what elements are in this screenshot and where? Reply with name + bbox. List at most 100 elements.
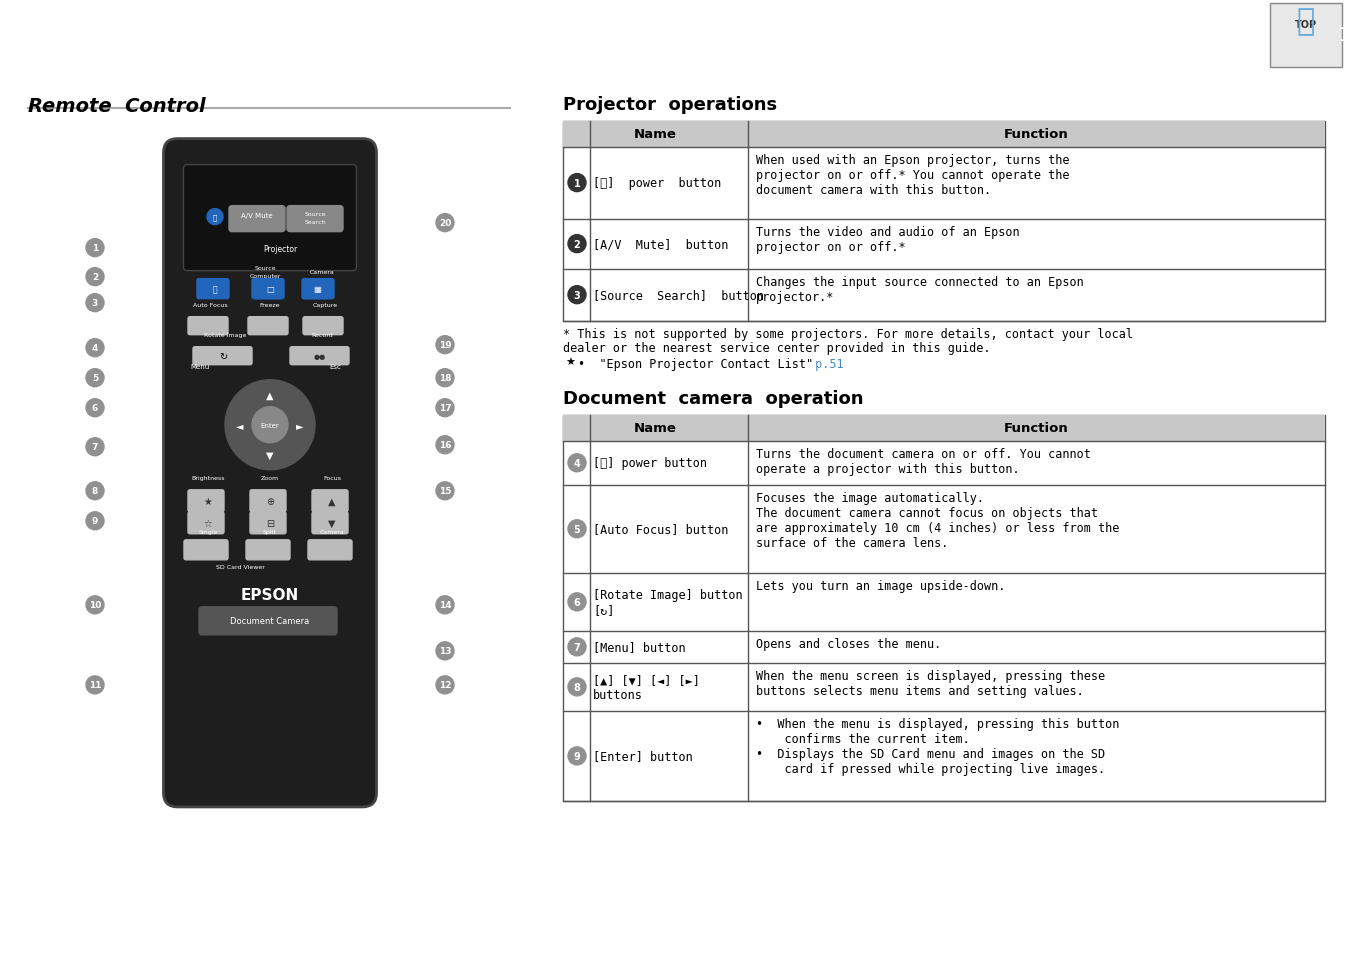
Circle shape bbox=[568, 679, 586, 696]
Text: Remote Control Buttons: Remote Control Buttons bbox=[28, 22, 405, 50]
Text: 14: 14 bbox=[439, 600, 451, 610]
Text: [Auto Focus] button: [Auto Focus] button bbox=[593, 523, 729, 536]
Text: 2: 2 bbox=[92, 273, 99, 282]
Text: 19: 19 bbox=[439, 341, 451, 350]
Text: 11: 11 bbox=[89, 680, 101, 690]
Circle shape bbox=[436, 597, 454, 614]
Text: Rotate Image: Rotate Image bbox=[204, 333, 246, 337]
Text: EPSON: EPSON bbox=[240, 588, 300, 602]
FancyBboxPatch shape bbox=[188, 513, 224, 535]
Circle shape bbox=[86, 370, 104, 387]
Circle shape bbox=[568, 593, 586, 611]
Circle shape bbox=[436, 676, 454, 694]
Text: [▲] [▼] [◄] [►]
buttons: [▲] [▼] [◄] [►] buttons bbox=[593, 673, 699, 701]
Text: Split: Split bbox=[263, 529, 277, 535]
Text: ↻: ↻ bbox=[219, 352, 227, 361]
Text: •  When the menu is displayed, pressing this button
    confirms the current ite: • When the menu is displayed, pressing t… bbox=[756, 717, 1119, 775]
Text: ★: ★ bbox=[566, 357, 575, 367]
Text: Freeze: Freeze bbox=[259, 302, 281, 308]
FancyBboxPatch shape bbox=[193, 347, 252, 365]
Circle shape bbox=[86, 438, 104, 456]
Circle shape bbox=[568, 747, 586, 765]
Text: Projector  operations: Projector operations bbox=[563, 95, 778, 113]
Text: ⏻: ⏻ bbox=[213, 214, 217, 221]
Text: 9: 9 bbox=[574, 751, 580, 761]
Bar bbox=[563, 121, 1324, 321]
Text: Record: Record bbox=[310, 333, 333, 337]
Text: 8: 8 bbox=[574, 682, 580, 692]
Text: Lets you turn an image upside-down.: Lets you turn an image upside-down. bbox=[756, 579, 1006, 592]
Text: ▲: ▲ bbox=[266, 391, 274, 400]
Text: Single: Single bbox=[198, 529, 217, 535]
Text: Enter: Enter bbox=[261, 422, 279, 428]
Text: 1: 1 bbox=[574, 178, 580, 189]
Text: ▼: ▼ bbox=[328, 518, 336, 528]
Bar bbox=[563, 416, 1324, 801]
Text: ◄: ◄ bbox=[236, 420, 244, 430]
Text: 7: 7 bbox=[574, 642, 580, 652]
FancyBboxPatch shape bbox=[188, 317, 228, 335]
Text: 17: 17 bbox=[439, 404, 451, 413]
Text: ⏻: ⏻ bbox=[213, 285, 217, 294]
Text: dealer or the nearest service center provided in this guide.: dealer or the nearest service center pro… bbox=[563, 341, 991, 355]
Text: [A/V  Mute]  button: [A/V Mute] button bbox=[593, 238, 729, 251]
Text: 6: 6 bbox=[574, 598, 580, 607]
Bar bbox=[563, 416, 1324, 441]
Text: Turns the document camera on or off. You cannot
operate a projector with this bu: Turns the document camera on or off. You… bbox=[756, 447, 1091, 476]
Text: ★: ★ bbox=[204, 497, 212, 506]
FancyBboxPatch shape bbox=[254, 279, 282, 299]
Text: When used with an Epson projector, turns the
projector on or off.* You cannot op: When used with an Epson projector, turns… bbox=[756, 153, 1069, 196]
Circle shape bbox=[568, 639, 586, 657]
Circle shape bbox=[225, 380, 315, 470]
FancyBboxPatch shape bbox=[312, 490, 348, 513]
FancyBboxPatch shape bbox=[197, 279, 230, 299]
Text: 5: 5 bbox=[92, 374, 99, 383]
Text: ►: ► bbox=[296, 420, 304, 430]
Text: Menu: Menu bbox=[190, 363, 209, 370]
Text: Esc: Esc bbox=[329, 363, 342, 370]
Text: [Source  Search]  button: [Source Search] button bbox=[593, 289, 764, 302]
Text: SD Card Viewer: SD Card Viewer bbox=[216, 564, 265, 569]
FancyBboxPatch shape bbox=[250, 513, 286, 535]
Text: 15: 15 bbox=[1338, 27, 1350, 45]
Text: 4: 4 bbox=[574, 458, 580, 468]
Circle shape bbox=[436, 436, 454, 455]
Circle shape bbox=[568, 174, 586, 193]
Text: ⊟: ⊟ bbox=[266, 518, 274, 528]
Text: [Menu] button: [Menu] button bbox=[593, 640, 686, 654]
Text: A/V Mute: A/V Mute bbox=[242, 213, 273, 218]
FancyBboxPatch shape bbox=[302, 317, 343, 335]
Text: Camera: Camera bbox=[309, 270, 335, 274]
Text: Capture: Capture bbox=[312, 302, 338, 308]
Circle shape bbox=[568, 520, 586, 538]
Text: Projector: Projector bbox=[263, 244, 297, 253]
Text: 2: 2 bbox=[574, 239, 580, 250]
Text: [⏻] power button: [⏻] power button bbox=[593, 456, 707, 470]
Text: 15: 15 bbox=[439, 487, 451, 496]
Text: ⭡: ⭡ bbox=[1297, 8, 1315, 36]
FancyBboxPatch shape bbox=[252, 279, 284, 299]
Text: TOP: TOP bbox=[1295, 20, 1318, 30]
Text: 4: 4 bbox=[92, 344, 99, 353]
Circle shape bbox=[86, 339, 104, 357]
Circle shape bbox=[436, 336, 454, 355]
Text: 9: 9 bbox=[92, 517, 99, 526]
Text: When the menu screen is displayed, pressing these
buttons selects menu items and: When the menu screen is displayed, press… bbox=[756, 669, 1106, 698]
Circle shape bbox=[86, 269, 104, 286]
Text: •  "Epson Projector Contact List": • "Epson Projector Contact List" bbox=[578, 357, 813, 371]
Text: * This is not supported by some projectors. For more details, contact your local: * This is not supported by some projecto… bbox=[563, 327, 1133, 340]
FancyBboxPatch shape bbox=[188, 490, 224, 513]
Text: [Enter] button: [Enter] button bbox=[593, 750, 693, 762]
FancyBboxPatch shape bbox=[250, 490, 286, 513]
Text: 8: 8 bbox=[92, 487, 99, 496]
Text: ▼: ▼ bbox=[266, 450, 274, 460]
Bar bbox=[563, 121, 1324, 148]
Text: 1: 1 bbox=[92, 244, 99, 253]
Text: Changes the input source connected to an Epson
projector.*: Changes the input source connected to an… bbox=[756, 275, 1084, 303]
FancyBboxPatch shape bbox=[248, 317, 288, 335]
Circle shape bbox=[436, 214, 454, 233]
Text: ▲: ▲ bbox=[328, 497, 336, 506]
Text: Computer: Computer bbox=[250, 274, 281, 278]
Circle shape bbox=[568, 286, 586, 304]
Circle shape bbox=[436, 370, 454, 387]
